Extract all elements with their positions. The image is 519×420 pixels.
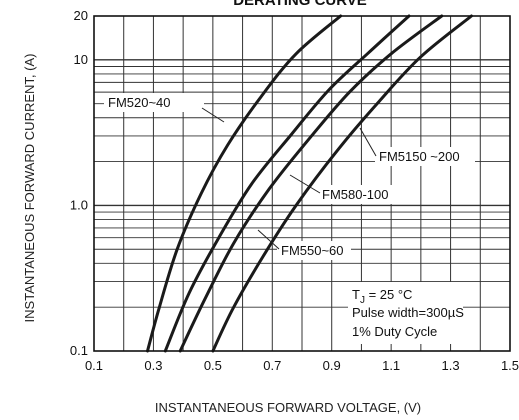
x-tick-label: 1.3 xyxy=(442,358,460,373)
conditions-note: TJ = 25 °C Pulse width=300µS 1% Duty Cyc… xyxy=(348,282,464,344)
y-axis-label: INSTANTANEOUS FORWARD CURRENT, (A) xyxy=(22,54,37,323)
curve-label-bg xyxy=(375,147,475,166)
curve-label-bg xyxy=(277,241,351,260)
x-tick-label: 0.3 xyxy=(144,358,162,373)
tick-labels: 0.1 0.3 0.5 0.7 0.9 1.1 1.3 1.5 0.1 1.0 10 20 xyxy=(70,8,519,373)
y-tick-label: 20 xyxy=(74,8,88,23)
y-tick-label: 0.1 xyxy=(70,343,88,358)
series-line-3 xyxy=(178,14,444,353)
conditions-note-bg xyxy=(348,282,463,344)
x-tick-label: 0.9 xyxy=(323,358,341,373)
curve-label-leader xyxy=(201,107,225,123)
curve-labels: FM520~40 FM5150 ~200 FM580-100 FM550~60 xyxy=(104,93,475,260)
curve-label-leader xyxy=(289,174,321,194)
plot-frame xyxy=(93,15,511,352)
y-tick-label: 1.0 xyxy=(70,197,88,212)
series-line-2 xyxy=(163,14,411,353)
tj-prefix: T xyxy=(352,287,360,302)
curve-label-leader xyxy=(359,127,377,157)
x-tick-label: 1.1 xyxy=(382,358,400,373)
tj-sub: J xyxy=(360,295,365,306)
chart-title: DERATING CURVE xyxy=(233,0,367,9)
curve-label: FM550~60 xyxy=(281,243,344,258)
duty-condition: 1% Duty Cycle xyxy=(352,324,437,339)
x-tick-label: 0.1 xyxy=(85,358,103,373)
curve-label-bg xyxy=(104,93,204,112)
curve-label-leader xyxy=(257,229,280,250)
pulse-condition: Pulse width=300µS xyxy=(352,305,464,320)
x-tick-label: 0.7 xyxy=(263,358,281,373)
series-line-1 xyxy=(146,14,343,353)
x-tick-label: 0.5 xyxy=(204,358,222,373)
curve-label: FM580-100 xyxy=(322,187,388,202)
tj-condition: TJ = 25 °C xyxy=(352,287,412,306)
curve-label-bg xyxy=(318,185,404,204)
curve-label: FM5150 ~200 xyxy=(379,149,460,164)
tj-value: = 25 °C xyxy=(365,287,412,302)
x-axis-label: INSTANTANEOUS FORWARD VOLTAGE, (V) xyxy=(155,400,421,415)
x-tick-label: 1.5 xyxy=(501,358,519,373)
curve-label: FM520~40 xyxy=(108,95,171,110)
series-lines xyxy=(146,14,473,353)
y-tick-label: 10 xyxy=(74,52,88,67)
series-line-4 xyxy=(211,14,473,353)
